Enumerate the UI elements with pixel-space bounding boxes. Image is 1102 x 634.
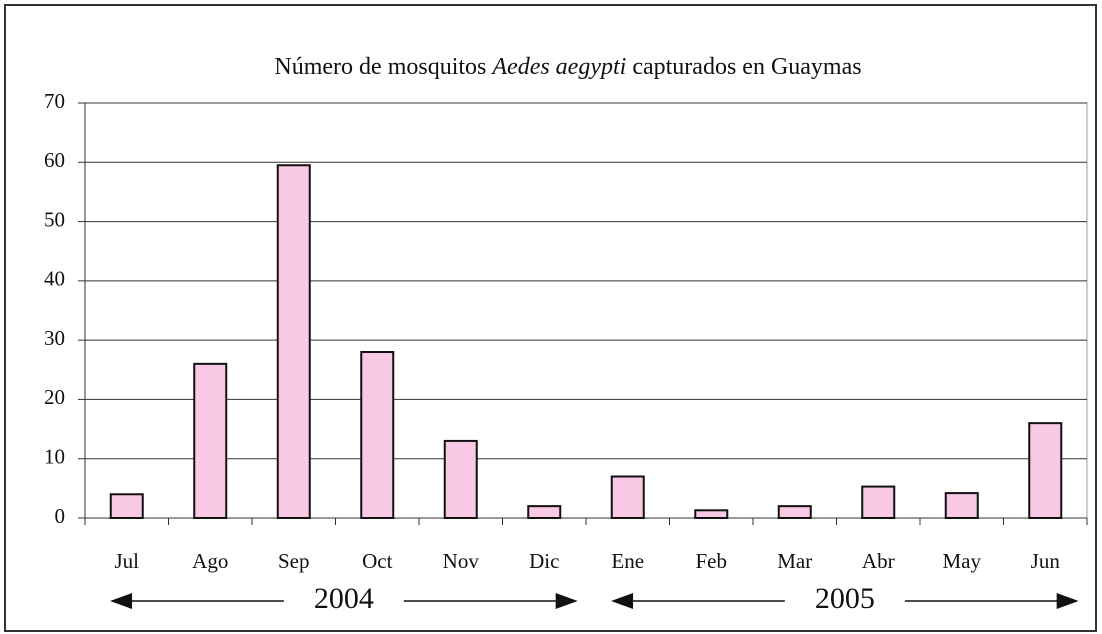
bar <box>443 439 478 519</box>
group-label: 2005 <box>815 582 875 615</box>
bar <box>1028 422 1063 519</box>
bar <box>944 492 979 520</box>
group-label: 2004 <box>314 582 374 615</box>
x-tick-label: Mar <box>777 549 812 573</box>
x-tick-label: Sep <box>278 549 310 573</box>
bar <box>861 485 896 520</box>
x-tick-label: Feb <box>696 549 728 573</box>
chart-title: Número de mosquitos Aedes aegypti capturad… <box>274 54 861 80</box>
x-tick-label: Ago <box>192 549 228 573</box>
y-tick-label: 70 <box>44 89 65 113</box>
x-tick-label: Oct <box>362 549 392 573</box>
bar <box>527 505 562 519</box>
arrow-head <box>1056 593 1079 609</box>
x-tick-label: Dic <box>529 549 559 573</box>
x-tick-label: Abr <box>862 549 895 573</box>
y-tick-label: 30 <box>44 326 65 350</box>
x-tick-label: Nov <box>443 549 480 573</box>
y-tick-label: 0 <box>55 504 66 528</box>
bar <box>276 164 311 519</box>
title-part: Número de mosquitos <box>274 54 486 80</box>
arrow-head <box>555 593 578 609</box>
y-tick-label: 10 <box>44 445 65 469</box>
arrow-head <box>110 593 133 609</box>
bar <box>109 493 144 519</box>
y-tick-label: 40 <box>44 267 65 291</box>
bar <box>777 505 812 519</box>
y-tick-label: 20 <box>44 385 65 409</box>
x-tick-label: Jul <box>114 549 139 573</box>
chart-frame <box>4 4 1097 632</box>
y-tick-label: 50 <box>44 207 65 231</box>
x-tick-label: May <box>943 549 982 573</box>
bar <box>193 362 228 519</box>
bar <box>610 475 645 519</box>
bar <box>360 351 395 519</box>
x-tick-label: Ene <box>611 549 644 573</box>
x-tick-label: Jun <box>1031 549 1061 573</box>
bar <box>694 509 729 519</box>
title-part: capturados en Guaymas <box>632 54 861 80</box>
arrow-head <box>611 593 634 609</box>
title-italic: Aedes aegypti <box>490 54 626 80</box>
y-tick-label: 60 <box>44 148 65 172</box>
